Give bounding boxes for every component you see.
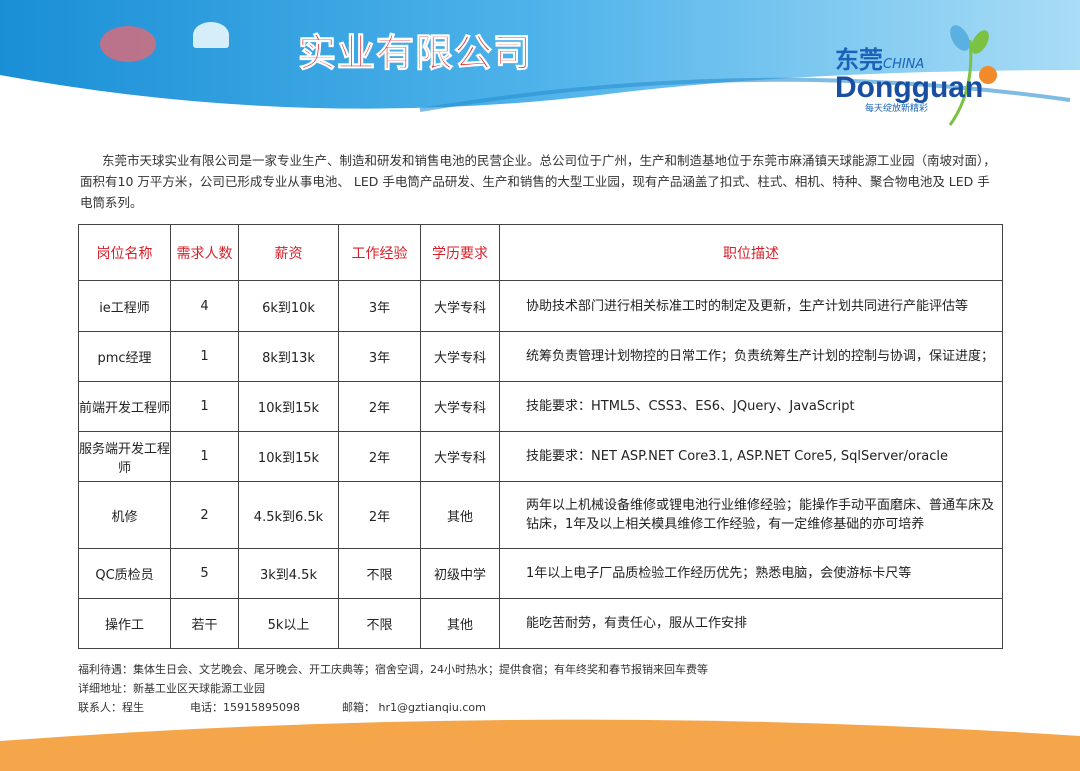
table-row: 前端开发工程师 1 10k到15k 2年 大学专科 技能要求：HTML5、CSS3、ES6…: [78, 381, 1003, 432]
table-cell: 技能要求：HTML5、CSS3、ES6、JQuery、JavaScript: [499, 381, 1003, 432]
table-cell: 6k到10k: [238, 280, 339, 332]
table-cell: 3年: [338, 331, 421, 382]
table-cell: pmc经理: [78, 331, 171, 382]
email: 邮箱： hr1@gztianqiu.com: [342, 701, 486, 714]
table-row: 机修 2 4.5k到6.5k 2年 其他 两年以上机械设备维修或锂电池行业维修经验；能操作…: [78, 481, 1003, 549]
dongguan-flower-logo-icon: [948, 25, 997, 126]
table-row: QC质检员 5 3k到4.5k 不限 初级中学 1年以上电子厂品质检验工作经历优先；熟悉电…: [78, 548, 1003, 599]
table-cell: 5: [170, 548, 239, 599]
table-cell: 前端开发工程师: [78, 381, 171, 432]
table-cell: 其他: [420, 481, 500, 549]
logo-cn: 东莞: [835, 46, 883, 74]
footer-info: 福利待遇：集体生日会、文艺晚会、尾牙晚会、开工庆典等；宿舍空调，24小时热水；提…: [78, 660, 998, 717]
table-cell: 不限: [338, 598, 421, 649]
table-row: 操作工 若干 5k以上 不限 其他 能吃苦耐劳，有责任心，服从工作安排: [78, 598, 1003, 649]
decoration-lamp: [193, 22, 229, 48]
table-cell: 2: [170, 481, 239, 549]
table-cell: 大学专科: [420, 381, 500, 432]
dongguan-logo: 东莞CHINA Dongguan 每天绽放新精彩: [835, 40, 984, 114]
table-cell: 10k到15k: [238, 431, 339, 482]
job-table: 岗位名称 需求人数 薪资 工作经验 学历要求 职位描述 ie工程师 4 6k到10k 3年 大学专…: [78, 224, 1003, 649]
column-header: 需求人数: [170, 224, 239, 281]
contact-person: 联系人：程生: [78, 701, 144, 714]
benefits: 福利待遇：集体生日会、文艺晚会、尾牙晚会、开工庆典等；宿舍空调，24小时热水；提…: [78, 663, 708, 676]
table-cell: 其他: [420, 598, 500, 649]
table-row: ie工程师 4 6k到10k 3年 大学专科 协助技术部门进行相关标准工时的制定及更新，生…: [78, 280, 1003, 332]
table-cell: 1: [170, 381, 239, 432]
table-cell: 机修: [78, 481, 171, 549]
table-row: 服务端开发工程师 1 10k到15k 2年 大学专科 技能要求：NET ASP.NET C…: [78, 431, 1003, 482]
table-cell: 5k以上: [238, 598, 339, 649]
table-cell: 初级中学: [420, 548, 500, 599]
table-cell: 2年: [338, 381, 421, 432]
table-cell: 操作工: [78, 598, 171, 649]
table-cell: 8k到13k: [238, 331, 339, 382]
table-cell: 1: [170, 431, 239, 482]
table-cell: 4: [170, 280, 239, 332]
table-cell: 大学专科: [420, 431, 500, 482]
table-header-row: 岗位名称 需求人数 薪资 工作经验 学历要求 职位描述: [78, 224, 1003, 281]
table-cell: 大学专科: [420, 331, 500, 382]
table-cell: 10k到15k: [238, 381, 339, 432]
column-header: 学历要求: [420, 224, 500, 281]
bottom-wave: [0, 719, 1080, 771]
table-cell: 3k到4.5k: [238, 548, 339, 599]
column-header: 职位描述: [499, 224, 1003, 281]
phone: 电话：15915895098: [190, 701, 300, 714]
column-header: 岗位名称: [78, 224, 171, 281]
table-cell: 不限: [338, 548, 421, 599]
company-intro: 东莞市天球实业有限公司是一家专业生产、制造和研发和销售电池的民营企业。总公司位于…: [80, 153, 996, 210]
logo-slogan: 每天绽放新精彩: [865, 104, 929, 114]
table-cell: 1年以上电子厂品质检验工作经历优先；熟悉电脑，会使游标卡尺等: [499, 548, 1003, 599]
decoration-lantern: [100, 26, 156, 62]
table-cell: 服务端开发工程师: [78, 431, 171, 482]
banner-background: [0, 0, 1080, 109]
table-cell: ie工程师: [78, 280, 171, 332]
table-cell: 两年以上机械设备维修或锂电池行业维修经验；能操作手动平面磨床、普通车床及钻床，1…: [499, 481, 1003, 549]
table-cell: 2年: [338, 431, 421, 482]
address: 详细地址：新基工业区天球能源工业园: [78, 682, 265, 695]
table-cell: QC质检员: [78, 548, 171, 599]
header-banner: [0, 0, 1080, 112]
column-header: 工作经验: [338, 224, 421, 281]
table-cell: 若干: [170, 598, 239, 649]
column-header: 薪资: [238, 224, 339, 281]
table-cell: 统筹负责管理计划物控的日常工作；负责统筹生产计划的控制与协调，保证进度；: [499, 331, 1003, 382]
logo-china: CHINA: [883, 57, 925, 72]
table-cell: 技能要求：NET ASP.NET Core3.1, ASP.NET Core5,…: [499, 431, 1003, 482]
banner-wave-line: [419, 77, 1071, 112]
table-cell: 大学专科: [420, 280, 500, 332]
table-cell: 3年: [338, 280, 421, 332]
logo-en: Dongguan: [835, 71, 984, 104]
company-title: 实业有限公司: [297, 31, 533, 76]
table-cell: 能吃苦耐劳，有责任心，服从工作安排: [499, 598, 1003, 649]
table-cell: 1: [170, 331, 239, 382]
table-cell: 2年: [338, 481, 421, 549]
table-cell: 4.5k到6.5k: [238, 481, 339, 549]
table-cell: 协助技术部门进行相关标准工时的制定及更新，生产计划共同进行产能评估等: [499, 280, 1003, 332]
table-row: pmc经理 1 8k到13k 3年 大学专科 统筹负责管理计划物控的日常工作；负责统筹生产…: [78, 331, 1003, 382]
